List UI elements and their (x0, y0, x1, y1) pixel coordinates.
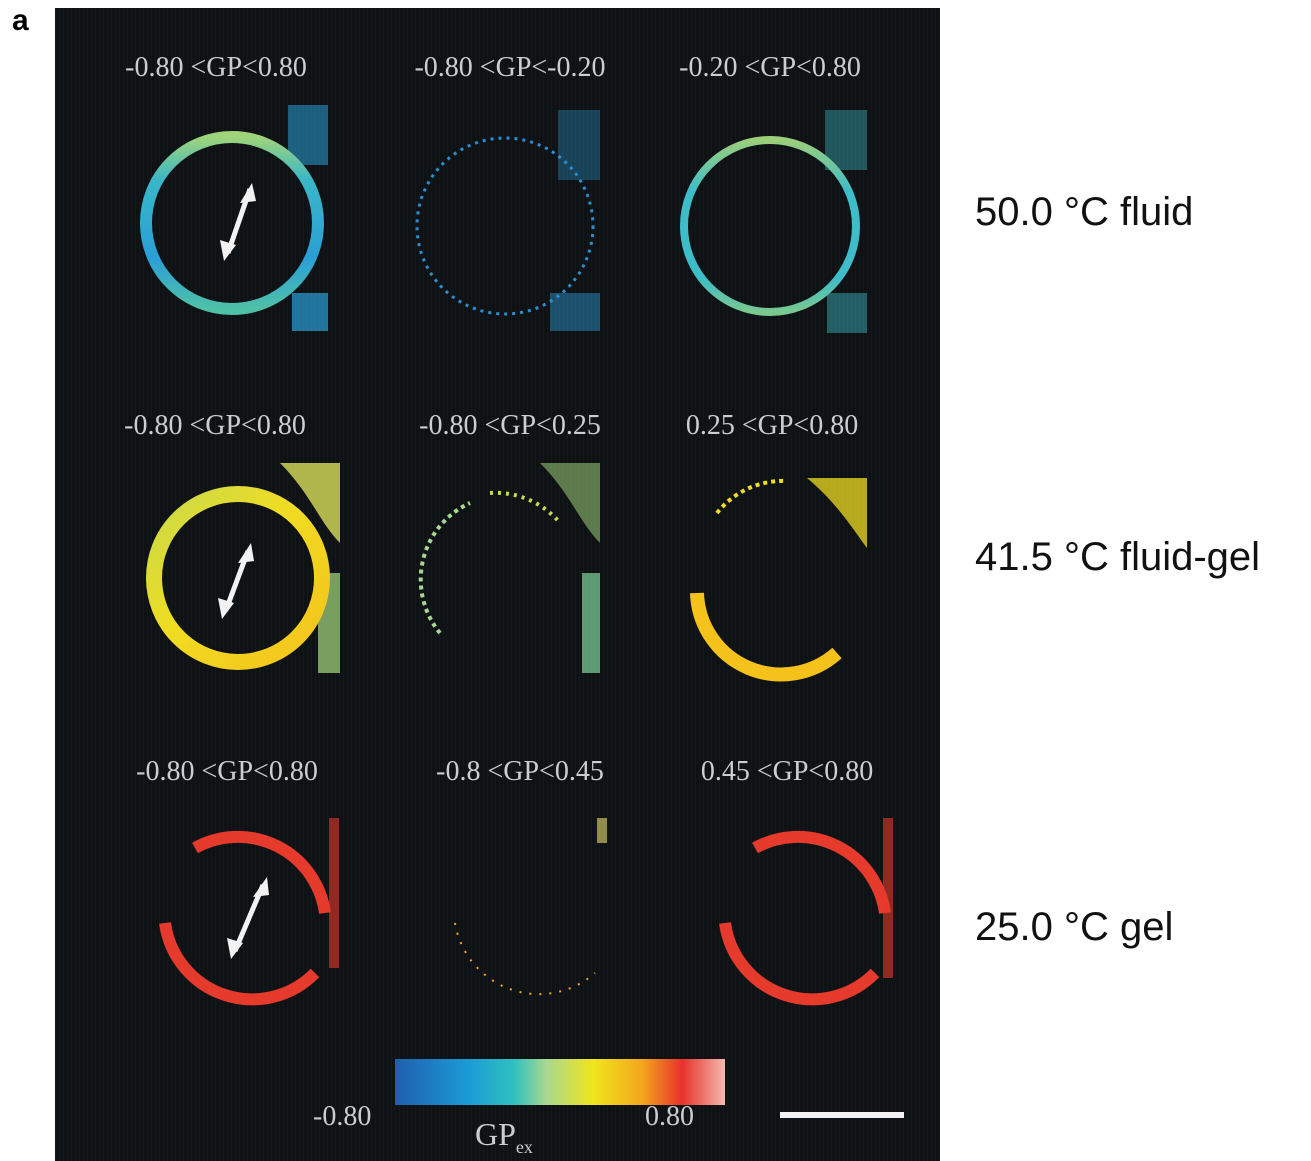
panel-letter: a (12, 4, 29, 37)
scale-bar (780, 1112, 904, 1118)
range-label-r3-c2: -0.8 <GP<0.45 (436, 756, 604, 787)
condition-label-row3: 25.0 °C gel (975, 905, 1174, 949)
range-label-r3-c1: -0.80 <GP<0.80 (136, 756, 318, 787)
micrograph-panel: -0.80 <GP<0.80 -0.80 <GP<-0.20 -0.20 <GP… (55, 8, 940, 1161)
range-label-r2-c1: -0.80 <GP<0.80 (124, 410, 306, 441)
range-label-r2-c3: 0.25 <GP<0.80 (685, 410, 859, 441)
vesicle-image-r2-c1 (146, 463, 340, 673)
range-label-r1-c2: -0.80 <GP<-0.20 (414, 52, 606, 83)
colorbar-min-label: -0.80 (313, 1101, 372, 1132)
range-label-r1-c3: -0.20 <GP<0.80 (679, 52, 861, 83)
vesicle-image-r1-c3 (680, 110, 867, 333)
colorbar-title-sub: ex (515, 1137, 533, 1157)
condition-label-row2: 41.5 °C fluid-gel (975, 535, 1261, 579)
vesicle-image-r3-c1 (159, 818, 339, 1006)
vesicle-image-r1-c2 (415, 110, 600, 331)
vesicle-image-r2-c2 (418, 463, 600, 673)
range-label-r1-c1: -0.80 <GP<0.80 (125, 52, 307, 83)
condition-label-row1: 50.0 °C fluid (975, 190, 1194, 234)
colorbar-title-main: GP (475, 1116, 516, 1152)
gp-colorbar (395, 1059, 725, 1105)
range-label-r2-c2: -0.80 <GP<0.25 (419, 410, 601, 441)
vesicle-image-r2-c3 (690, 478, 867, 682)
colorbar-max-label: 0.80 (645, 1101, 694, 1132)
vesicle-image-r1-c1 (140, 105, 328, 331)
vesicle-image-r3-c2 (454, 818, 607, 996)
vesicle-image-r3-c3 (719, 818, 893, 1006)
colorbar-title: GPex (475, 1116, 533, 1158)
range-label-r3-c3: 0.45 <GP<0.80 (700, 756, 874, 787)
